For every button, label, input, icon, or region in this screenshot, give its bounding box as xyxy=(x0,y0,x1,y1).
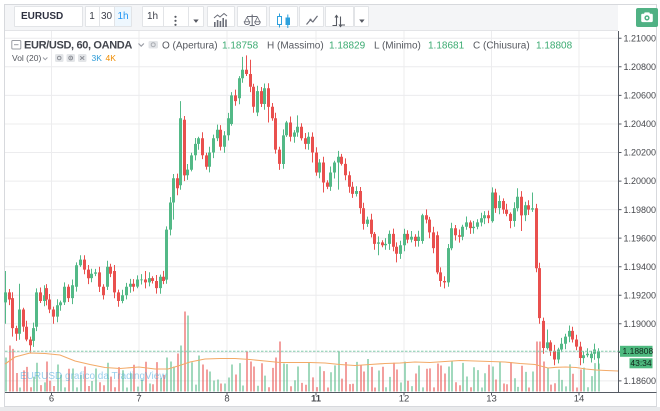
svg-text:1.18808: 1.18808 xyxy=(536,41,573,52)
svg-text:6: 6 xyxy=(49,394,54,405)
svg-text:1.18808: 1.18808 xyxy=(623,346,654,356)
svg-text:Vol (20): Vol (20) xyxy=(12,53,41,63)
svg-text:C (Chiusura): C (Chiusura) xyxy=(473,41,530,52)
svg-text:1.20000: 1.20000 xyxy=(624,176,657,186)
svg-text:1.21000: 1.21000 xyxy=(624,34,657,44)
svg-text:1.19000: 1.19000 xyxy=(624,319,657,329)
svg-text:O (Apertura): O (Apertura) xyxy=(162,41,218,52)
svg-text:1.20400: 1.20400 xyxy=(624,119,657,129)
svg-text:1.18681: 1.18681 xyxy=(428,41,465,52)
svg-text:7: 7 xyxy=(136,394,141,405)
svg-text:1.19400: 1.19400 xyxy=(624,262,657,272)
svg-text:H (Massimo): H (Massimo) xyxy=(267,41,324,52)
svg-text:13: 13 xyxy=(486,394,497,405)
svg-text:EURUSD grafico da TradingView: EURUSD grafico da TradingView xyxy=(20,371,167,382)
svg-text:11: 11 xyxy=(311,394,322,405)
svg-text:1.18758: 1.18758 xyxy=(222,41,259,52)
svg-text:8: 8 xyxy=(224,394,229,405)
svg-text:12: 12 xyxy=(399,394,410,405)
svg-text:1.19200: 1.19200 xyxy=(624,290,657,300)
svg-text:1.19600: 1.19600 xyxy=(624,233,657,243)
svg-text:L (Minimo): L (Minimo) xyxy=(374,41,421,52)
svg-text:1.20200: 1.20200 xyxy=(624,148,657,158)
svg-text:1.18829: 1.18829 xyxy=(329,41,366,52)
svg-text:3K: 3K xyxy=(92,53,103,63)
svg-text:1.18600: 1.18600 xyxy=(624,376,657,386)
svg-text:EUR/USD, 60, OANDA: EUR/USD, 60, OANDA xyxy=(24,40,132,52)
svg-text:1.20600: 1.20600 xyxy=(624,91,657,101)
svg-text:1.20800: 1.20800 xyxy=(624,62,657,72)
svg-text:43:34: 43:34 xyxy=(630,358,652,368)
svg-text:14: 14 xyxy=(574,394,585,405)
svg-text:4K: 4K xyxy=(106,53,117,63)
svg-text:1.19800: 1.19800 xyxy=(624,205,657,215)
